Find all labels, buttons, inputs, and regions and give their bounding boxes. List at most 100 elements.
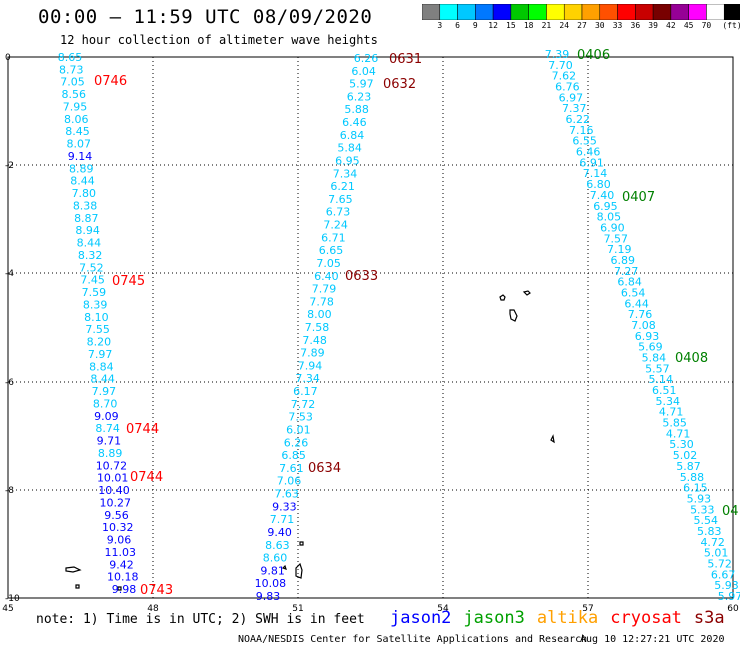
coastline [522, 290, 531, 296]
wave-height-label: 7.37 [562, 102, 587, 115]
wave-height-label: 8.94 [75, 224, 100, 237]
wave-height-label: 8.70 [93, 397, 118, 410]
wave-height-label: 7.70 [548, 59, 573, 72]
wave-height-label: 6.65 [319, 244, 344, 257]
wave-height-label: 7.58 [305, 321, 330, 334]
wave-height-label: 11.03 [104, 546, 136, 559]
coastline [509, 309, 518, 322]
map-frame [7, 56, 734, 599]
footer-credit: NOAA/NESDIS Center for Satellite Applica… [238, 634, 588, 645]
wave-height-label: 6.44 [624, 297, 649, 310]
wave-height-label: 8.39 [83, 298, 108, 311]
wave-height-label: 5.93 [714, 579, 739, 592]
wave-height-label: 6.46 [342, 116, 367, 129]
colorbar-cell [475, 4, 494, 20]
coastline [117, 586, 122, 591]
wave-height-label: 8.44 [77, 237, 102, 250]
wave-height-label: 7.55 [85, 323, 110, 336]
legend-entry: cryosat [610, 608, 682, 628]
wave-height-label: 7.57 [604, 232, 629, 245]
wave-height-label: 6.84 [617, 276, 642, 289]
wave-height-label: 7.40 [590, 189, 615, 202]
wave-height-label: 7.05 [316, 257, 341, 270]
wave-height-label: 4.71 [666, 427, 691, 440]
colorbar-tick-label: 27 [577, 21, 587, 30]
wave-height-label: 7.53 [288, 411, 313, 424]
wave-height-label: 5.97 [349, 78, 374, 91]
coastline [281, 564, 287, 570]
wave-height-label: 5.97 [718, 590, 740, 603]
wave-height-label: 5.69 [638, 341, 663, 354]
wave-height-label: 5.88 [680, 471, 705, 484]
pass-time-label: 0632 [383, 77, 416, 92]
pass-time-label: 0633 [345, 269, 378, 284]
colorbar [422, 4, 740, 20]
wave-height-label: 5.72 [707, 557, 732, 570]
wave-height-label: 5.02 [673, 449, 698, 462]
legend-entry: jason2 [390, 608, 452, 628]
colorbar-labels: 3 6 9 12 15 18 21 24 27 30 33 36 39 42 45 70 (ft) [422, 21, 740, 35]
wave-height-label: 5.84 [642, 352, 667, 365]
y-tick-label: 0 [5, 53, 11, 63]
colorbar-tick-label: 30 [594, 21, 605, 30]
y-tick-label: -6 [5, 378, 14, 388]
colorbar-cell [723, 4, 740, 20]
wave-height-label: 6.95 [335, 154, 360, 167]
wave-height-label: 6.22 [566, 113, 591, 126]
wave-height-label: 7.95 [63, 100, 88, 113]
wave-height-label: 6.51 [652, 384, 677, 397]
wave-height-label: 9.33 [272, 500, 297, 513]
legend-entry: altika [536, 608, 599, 628]
wave-height-label: 5.84 [337, 142, 362, 155]
wave-height-label: 7.89 [300, 347, 325, 360]
wave-height-label: 5.87 [676, 460, 701, 473]
wave-height-label: 10.72 [96, 459, 128, 472]
wave-height-label: 5.83 [697, 525, 722, 538]
wave-height-label: 6.90 [600, 221, 625, 234]
wave-height-label: 5.54 [694, 514, 719, 527]
wave-height-label: 7.61 [279, 462, 304, 475]
pass-time-label: 0744 [130, 470, 163, 485]
colorbar-cell [706, 4, 725, 20]
wave-height-label: 9.42 [109, 558, 134, 571]
wave-height-label: 8.38 [73, 199, 98, 212]
coastline [550, 434, 555, 444]
wave-height-label: 6.73 [326, 206, 351, 219]
wave-height-label: 7.16 [569, 124, 594, 137]
colorbar-cell [546, 4, 565, 20]
wave-height-label: 7.76 [628, 308, 653, 321]
wave-height-label: 5.93 [687, 492, 712, 505]
colorbar-tick-label: 21 [541, 21, 552, 30]
colorbar-cell [422, 4, 441, 20]
pass-time-label: 0408 [675, 351, 708, 366]
wave-height-label: 6.26 [284, 436, 309, 449]
wave-height-label: 6.40 [314, 270, 339, 283]
wave-height-label: 7.78 [309, 295, 334, 308]
x-tick-label: 45 [2, 604, 13, 614]
colorbar-cell [457, 4, 476, 20]
wave-height-label: 8.45 [65, 125, 90, 138]
colorbar-cell [635, 4, 654, 20]
wave-height-label: 9.81 [260, 564, 285, 577]
legend-entry: s3a [693, 608, 725, 628]
wave-height-label: 6.26 [354, 52, 379, 65]
y-tick-label: -2 [5, 161, 14, 171]
pass-time-label: 0406 [577, 48, 610, 63]
colorbar-tick-label: 3 [437, 21, 443, 30]
colorbar-unit: (ft) [722, 21, 740, 30]
wave-height-label: 9.40 [267, 526, 292, 539]
wave-height-label: 7.14 [583, 167, 608, 180]
wave-height-label: 10.18 [107, 571, 139, 584]
colorbar-tick-label: 36 [630, 21, 641, 30]
wave-height-label: 6.97 [559, 91, 584, 104]
wave-height-label: 6.71 [321, 231, 346, 244]
legend-entry: jason3 [463, 608, 525, 628]
wave-height-label: 7.39 [545, 48, 570, 61]
wave-height-label: 8.56 [62, 88, 87, 101]
wave-height-label: 6.84 [340, 129, 365, 142]
wave-height-label: 6.93 [635, 330, 660, 343]
footer-updated: Aug 10 12:27:21 UTC 2020 [580, 634, 725, 645]
wave-height-label: 8.32 [78, 249, 103, 262]
wave-height-label: 5.01 [704, 547, 729, 560]
